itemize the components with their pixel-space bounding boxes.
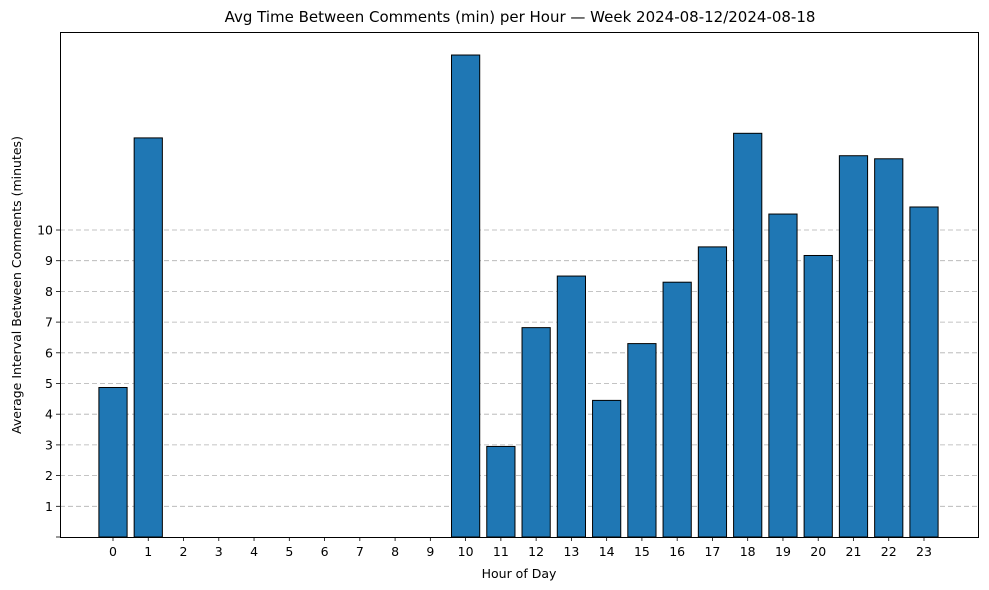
bar-hour-12 xyxy=(521,327,551,538)
bar-hour-14 xyxy=(592,399,622,538)
y-tick-label: 1 xyxy=(45,499,53,514)
bar-hour-10 xyxy=(451,54,481,538)
x-tick-label: 17 xyxy=(704,544,720,559)
x-tick-label: 7 xyxy=(356,544,364,559)
bar-hour-22 xyxy=(874,158,904,538)
bar-hour-16 xyxy=(662,281,692,538)
y-tick-label: 6 xyxy=(45,345,53,360)
x-tick-label: 23 xyxy=(916,544,932,559)
y-tick-label: 4 xyxy=(45,407,53,422)
x-tick-label: 3 xyxy=(215,544,223,559)
bar-hour-0 xyxy=(98,386,128,538)
x-tick-label: 6 xyxy=(321,544,329,559)
bar-hour-21 xyxy=(838,155,869,538)
y-tick-label: 7 xyxy=(45,315,53,330)
x-tick-label: 19 xyxy=(775,544,791,559)
y-tick-label: 5 xyxy=(45,376,53,391)
x-tick-label: 8 xyxy=(391,544,399,559)
bar-hour-17 xyxy=(697,246,728,538)
x-tick-label: 18 xyxy=(740,544,756,559)
x-tick-label: 5 xyxy=(285,544,293,559)
bar-hour-11 xyxy=(486,445,516,538)
bar-hour-1 xyxy=(133,137,163,538)
x-tick-label: 16 xyxy=(669,544,685,559)
x-tick-label: 12 xyxy=(528,544,544,559)
y-axis-label: Average Interval Between Comments (minut… xyxy=(9,136,24,434)
y-tick-label: 8 xyxy=(45,284,53,299)
x-tick-label: 14 xyxy=(599,544,615,559)
bar-hour-15 xyxy=(627,343,657,538)
x-axis-label: Hour of Day xyxy=(482,566,557,581)
y-axis-ticks: 1 2 3 4 5 6 7 8 9 10 xyxy=(37,223,60,538)
x-tick-label: 11 xyxy=(493,544,509,559)
bar-hour-19 xyxy=(768,213,798,538)
x-tick-label: 22 xyxy=(881,544,897,559)
plot-frame xyxy=(60,32,979,538)
x-tick-label: 1 xyxy=(144,544,152,559)
y-tick-label: 3 xyxy=(45,437,53,452)
y-tick-label: 10 xyxy=(37,223,53,238)
x-tick-label: 20 xyxy=(810,544,826,559)
bar-hour-20 xyxy=(803,254,833,538)
x-tick-label: 21 xyxy=(846,544,862,559)
x-tick-label: 0 xyxy=(109,544,117,559)
bar-hour-18 xyxy=(733,132,763,538)
x-tick-label: 15 xyxy=(634,544,650,559)
bar-hour-23 xyxy=(909,206,939,538)
x-tick-label: 10 xyxy=(458,544,474,559)
chart-title: Avg Time Between Comments (min) per Hour… xyxy=(225,8,816,26)
grid-lines xyxy=(60,229,978,507)
x-tick-label: 9 xyxy=(426,544,434,559)
x-tick-label: 4 xyxy=(250,544,258,559)
x-tick-label: 2 xyxy=(180,544,188,559)
bars xyxy=(98,54,939,538)
x-tick-label: 13 xyxy=(563,544,579,559)
x-axis-ticks: 0 1 2 3 4 5 6 7 8 9 10 11 12 13 14 15 16 17 18 19 20 21 22 23 xyxy=(109,537,932,559)
y-tick-label: 2 xyxy=(45,468,53,483)
y-tick-label: 9 xyxy=(45,253,53,268)
bar-hour-13 xyxy=(556,275,586,538)
